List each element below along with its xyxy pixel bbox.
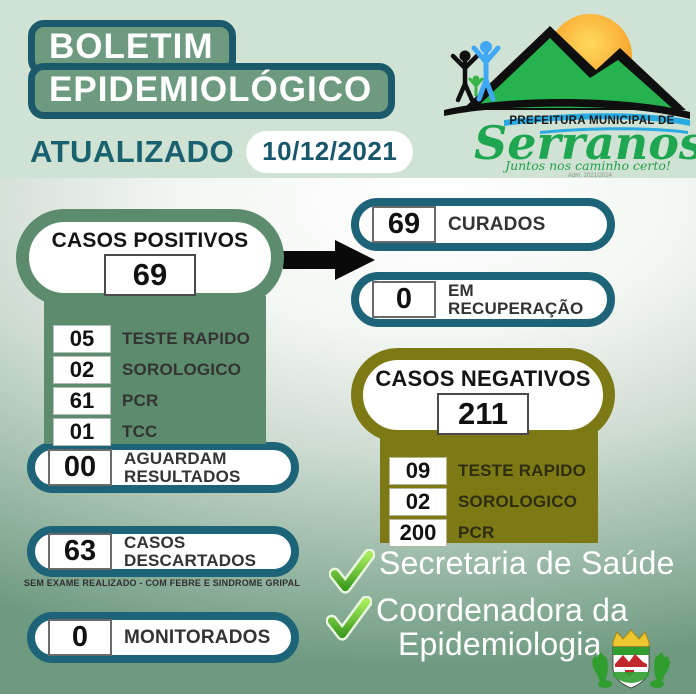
negative-cases-capsule: CASOS NEGATIVOS 211 xyxy=(351,348,615,442)
discarded-count: 63 xyxy=(48,533,112,570)
row-label: PCR xyxy=(458,523,495,542)
signoff-text: Secretaria de Saúde xyxy=(379,545,675,581)
water-line-icon xyxy=(540,127,688,134)
row-count: 61 xyxy=(53,387,111,415)
negative-row: 09 TESTE RAPIDO xyxy=(389,457,589,485)
negative-cases-breakdown: 09 TESTE RAPIDO 02 SOROLOGICO 200 PCR xyxy=(380,432,598,547)
row-count: 09 xyxy=(389,457,447,485)
updated-label: ATUALIZADO xyxy=(30,134,235,169)
row-label: PCR xyxy=(122,391,159,410)
cured-label: CURADOS xyxy=(448,213,546,235)
positive-row: 01 TCC xyxy=(53,418,257,446)
water-icon xyxy=(504,113,690,126)
row-label: SOROLOGICO xyxy=(122,360,242,379)
discarded-caption: SEM EXAME REALIZADO - COM FEBRE E SINDRO… xyxy=(23,578,301,588)
positive-row: 05 TESTE RAPIDO xyxy=(53,325,257,353)
row-count: 02 xyxy=(53,356,111,384)
people-icon xyxy=(450,41,501,103)
negative-row: 200 PCR xyxy=(389,519,589,547)
row-count: 01 xyxy=(53,418,111,446)
updated-row: ATUALIZADO 10/12/2021 xyxy=(30,131,414,173)
row-count: 05 xyxy=(53,325,111,353)
signoff-text: Coordenadora da Epidemiologia xyxy=(376,592,629,662)
negative-cases-title: CASOS NEGATIVOS xyxy=(375,366,591,391)
main-content: CASOS POSITIVOS 69 05 TESTE RAPIDO 02 SO… xyxy=(0,178,696,694)
awaiting-count: 00 xyxy=(48,449,112,486)
row-label: TCC xyxy=(122,422,158,441)
row-count: 02 xyxy=(389,488,447,516)
municipal-seal-icon xyxy=(592,629,670,689)
swoosh-icon xyxy=(444,99,690,119)
negative-row: 02 SOROLOGICO xyxy=(389,488,589,516)
logo-org-line: PREFEITURA MUNICIPAL DE xyxy=(509,115,674,127)
positive-cases-breakdown: 05 TESTE RAPIDO 02 SOROLOGICO 61 PCR 01 … xyxy=(44,296,266,446)
row-label: TESTE RAPIDO xyxy=(458,461,587,480)
cured-pill: 69 CURADOS xyxy=(351,198,615,251)
discarded-label: CASOS DESCARTADOS xyxy=(124,533,257,570)
cured-count: 69 xyxy=(372,206,436,243)
positive-cases-capsule: CASOS POSITIVOS 69 xyxy=(16,209,284,306)
awaiting-results-pill: 00 AGUARDAM RESULTADOS xyxy=(27,442,299,493)
positive-row: 61 PCR xyxy=(53,387,257,415)
row-label: SOROLOGICO xyxy=(458,492,578,511)
mountain-icon xyxy=(476,38,672,108)
positive-cases-value: 69 xyxy=(104,254,196,296)
signoff-health-secretariat: Secretaria de Saúde xyxy=(329,545,675,595)
logo-tagline: Juntos nos caminho certo! xyxy=(502,158,671,173)
municipality-logo: PREFEITURA MUNICIPAL DE Serranos Juntos … xyxy=(444,14,696,178)
page-title: BOLETIM EPIDEMIOLÓGICO xyxy=(28,20,396,119)
positive-row: 02 SOROLOGICO xyxy=(53,356,257,384)
date-pill: 10/12/2021 xyxy=(246,131,414,173)
monitored-label: MONITORADOS xyxy=(124,626,271,648)
recovering-label: EM RECUPERAÇÃO xyxy=(448,281,584,318)
row-label: TESTE RAPIDO xyxy=(122,329,251,348)
signoff-epidemiology-coordinator: Coordenadora da Epidemiologia xyxy=(326,592,629,662)
row-count: 200 xyxy=(389,519,447,547)
title-line-2: EPIDEMIOLÓGICO xyxy=(28,62,396,119)
recovering-pill: 0 EM RECUPERAÇÃO xyxy=(351,272,615,327)
awaiting-label: AGUARDAM RESULTADOS xyxy=(124,449,241,486)
checkmark-icon xyxy=(326,596,372,641)
monitored-count: 0 xyxy=(48,619,112,656)
logo-city-name: Serranos xyxy=(474,116,696,170)
header: BOLETIM EPIDEMIOLÓGICO ATUALIZADO 10/12/… xyxy=(0,0,696,178)
checkmark-icon xyxy=(329,549,375,594)
discarded-cases-pill: 63 CASOS DESCARTADOS xyxy=(27,526,299,577)
monitored-pill: 0 MONITORADOS xyxy=(27,612,299,663)
updated-date: 10/12/2021 xyxy=(262,136,398,166)
logo-admin-term: Adm. 2021/2024 xyxy=(568,173,613,178)
negative-cases-value: 211 xyxy=(437,393,529,435)
recovering-count: 0 xyxy=(372,281,436,318)
positive-cases-title: CASOS POSITIVOS xyxy=(51,229,249,252)
